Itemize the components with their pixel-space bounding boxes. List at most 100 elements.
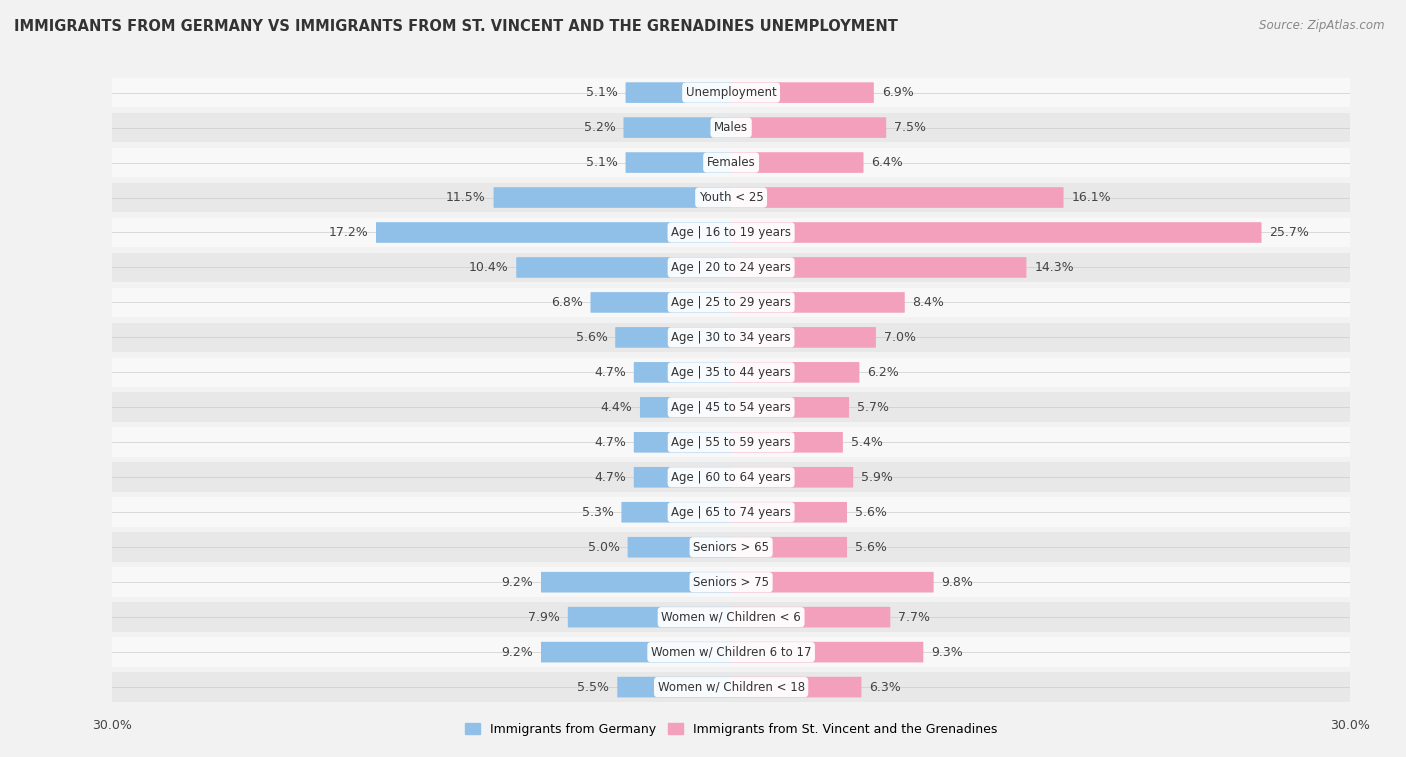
FancyBboxPatch shape xyxy=(634,432,731,453)
Text: 9.2%: 9.2% xyxy=(502,575,533,589)
FancyBboxPatch shape xyxy=(731,397,849,418)
FancyBboxPatch shape xyxy=(731,642,924,662)
FancyBboxPatch shape xyxy=(731,152,863,173)
Bar xyxy=(112,253,1350,282)
Text: 6.2%: 6.2% xyxy=(868,366,898,378)
Bar xyxy=(112,497,1350,527)
FancyBboxPatch shape xyxy=(541,642,731,662)
FancyBboxPatch shape xyxy=(494,187,731,208)
FancyBboxPatch shape xyxy=(731,572,934,593)
Bar xyxy=(112,148,1350,177)
Text: 11.5%: 11.5% xyxy=(446,191,485,204)
FancyBboxPatch shape xyxy=(731,117,886,138)
Bar xyxy=(112,637,1350,667)
Text: Age | 16 to 19 years: Age | 16 to 19 years xyxy=(671,226,792,239)
Legend: Immigrants from Germany, Immigrants from St. Vincent and the Grenadines: Immigrants from Germany, Immigrants from… xyxy=(460,718,1002,740)
FancyBboxPatch shape xyxy=(634,362,731,383)
FancyBboxPatch shape xyxy=(731,222,1261,243)
Text: 5.0%: 5.0% xyxy=(588,540,620,553)
Text: 10.4%: 10.4% xyxy=(468,261,509,274)
Text: Age | 60 to 64 years: Age | 60 to 64 years xyxy=(671,471,792,484)
Bar xyxy=(112,322,1350,352)
Text: Source: ZipAtlas.com: Source: ZipAtlas.com xyxy=(1260,19,1385,32)
FancyBboxPatch shape xyxy=(627,537,731,558)
FancyBboxPatch shape xyxy=(591,292,731,313)
Text: 5.6%: 5.6% xyxy=(855,506,887,519)
FancyBboxPatch shape xyxy=(623,117,731,138)
Bar xyxy=(112,532,1350,562)
Text: 5.2%: 5.2% xyxy=(583,121,616,134)
Text: 4.4%: 4.4% xyxy=(600,401,633,414)
Text: 5.7%: 5.7% xyxy=(856,401,889,414)
Text: Age | 20 to 24 years: Age | 20 to 24 years xyxy=(671,261,792,274)
Bar xyxy=(112,463,1350,492)
Text: IMMIGRANTS FROM GERMANY VS IMMIGRANTS FROM ST. VINCENT AND THE GRENADINES UNEMPL: IMMIGRANTS FROM GERMANY VS IMMIGRANTS FR… xyxy=(14,19,898,34)
Text: 16.1%: 16.1% xyxy=(1071,191,1111,204)
Text: 7.5%: 7.5% xyxy=(894,121,927,134)
Text: 9.2%: 9.2% xyxy=(502,646,533,659)
Text: 9.8%: 9.8% xyxy=(942,575,973,589)
Bar xyxy=(112,182,1350,213)
Text: Age | 45 to 54 years: Age | 45 to 54 years xyxy=(671,401,792,414)
Text: 5.4%: 5.4% xyxy=(851,436,883,449)
Bar xyxy=(112,603,1350,632)
Text: 5.5%: 5.5% xyxy=(578,681,609,693)
Bar xyxy=(112,113,1350,142)
Text: 7.7%: 7.7% xyxy=(898,611,931,624)
Bar xyxy=(112,392,1350,422)
FancyBboxPatch shape xyxy=(626,152,731,173)
FancyBboxPatch shape xyxy=(731,502,846,522)
Text: 6.8%: 6.8% xyxy=(551,296,582,309)
Text: Age | 25 to 29 years: Age | 25 to 29 years xyxy=(671,296,792,309)
FancyBboxPatch shape xyxy=(626,83,731,103)
FancyBboxPatch shape xyxy=(516,257,731,278)
FancyBboxPatch shape xyxy=(731,83,873,103)
Text: Age | 55 to 59 years: Age | 55 to 59 years xyxy=(671,436,792,449)
Text: Unemployment: Unemployment xyxy=(686,86,776,99)
FancyBboxPatch shape xyxy=(616,327,731,347)
Text: 8.4%: 8.4% xyxy=(912,296,945,309)
Text: Women w/ Children < 6: Women w/ Children < 6 xyxy=(661,611,801,624)
Text: 5.1%: 5.1% xyxy=(586,156,617,169)
Bar xyxy=(112,357,1350,388)
Text: 6.3%: 6.3% xyxy=(869,681,901,693)
Text: Women w/ Children < 18: Women w/ Children < 18 xyxy=(658,681,804,693)
Text: Age | 65 to 74 years: Age | 65 to 74 years xyxy=(671,506,792,519)
Text: 4.7%: 4.7% xyxy=(595,471,626,484)
Text: Women w/ Children 6 to 17: Women w/ Children 6 to 17 xyxy=(651,646,811,659)
FancyBboxPatch shape xyxy=(731,362,859,383)
FancyBboxPatch shape xyxy=(731,607,890,628)
FancyBboxPatch shape xyxy=(731,327,876,347)
Bar xyxy=(112,78,1350,107)
Text: 4.7%: 4.7% xyxy=(595,366,626,378)
Text: Seniors > 65: Seniors > 65 xyxy=(693,540,769,553)
Text: 6.9%: 6.9% xyxy=(882,86,914,99)
Text: Seniors > 75: Seniors > 75 xyxy=(693,575,769,589)
Text: 5.6%: 5.6% xyxy=(855,540,887,553)
Text: Youth < 25: Youth < 25 xyxy=(699,191,763,204)
FancyBboxPatch shape xyxy=(731,677,862,697)
Text: 5.9%: 5.9% xyxy=(860,471,893,484)
Text: 5.6%: 5.6% xyxy=(575,331,607,344)
Text: Age | 30 to 34 years: Age | 30 to 34 years xyxy=(671,331,792,344)
FancyBboxPatch shape xyxy=(617,677,731,697)
Text: 17.2%: 17.2% xyxy=(329,226,368,239)
FancyBboxPatch shape xyxy=(731,257,1026,278)
Text: 7.9%: 7.9% xyxy=(529,611,560,624)
Text: 9.3%: 9.3% xyxy=(931,646,963,659)
Text: 4.7%: 4.7% xyxy=(595,436,626,449)
FancyBboxPatch shape xyxy=(731,187,1063,208)
Text: Males: Males xyxy=(714,121,748,134)
Text: 5.1%: 5.1% xyxy=(586,86,617,99)
Bar xyxy=(112,567,1350,597)
FancyBboxPatch shape xyxy=(731,537,846,558)
FancyBboxPatch shape xyxy=(621,502,731,522)
Text: Females: Females xyxy=(707,156,755,169)
Bar xyxy=(112,672,1350,702)
Text: 6.4%: 6.4% xyxy=(872,156,903,169)
FancyBboxPatch shape xyxy=(375,222,731,243)
FancyBboxPatch shape xyxy=(568,607,731,628)
FancyBboxPatch shape xyxy=(640,397,731,418)
FancyBboxPatch shape xyxy=(731,432,842,453)
Text: 25.7%: 25.7% xyxy=(1270,226,1309,239)
